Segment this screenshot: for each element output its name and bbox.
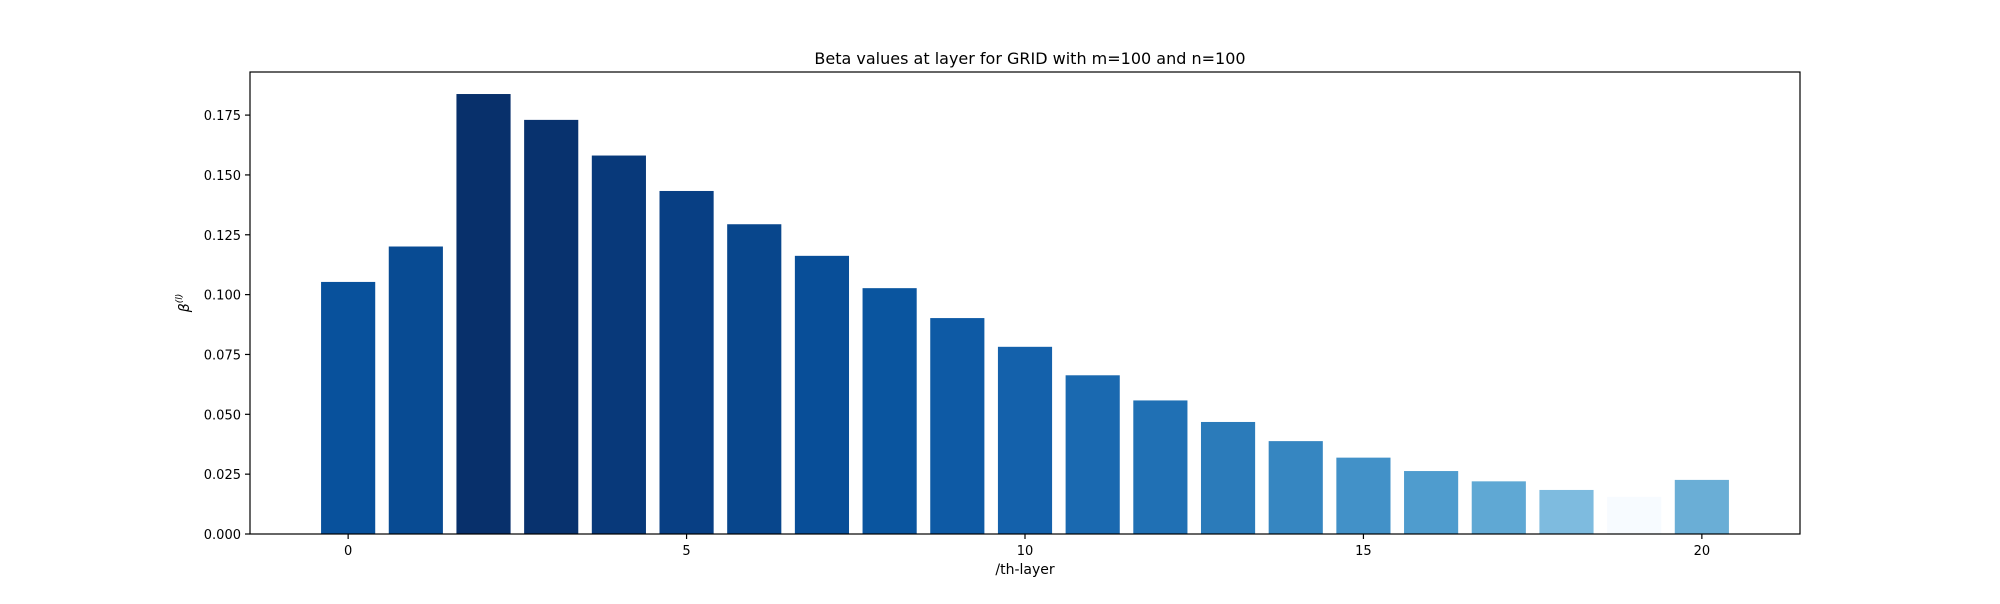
bar-layer-9	[930, 318, 985, 534]
x-tick-label: 0	[344, 544, 352, 559]
bar-layer-5	[659, 190, 714, 534]
y-tick-label: 0.150	[204, 169, 241, 184]
bar-layer-11	[1065, 375, 1120, 534]
bar-layer-10	[997, 346, 1053, 534]
y-tick-label: 0.075	[204, 348, 241, 363]
y-tick-label: 0.050	[204, 408, 241, 423]
bar-layer-4	[591, 155, 646, 535]
bar-layer-8	[862, 288, 917, 534]
y-axis-label-superscript: (l)	[175, 294, 185, 304]
bar-layer-3	[524, 119, 579, 534]
y-axis-label: β(l)	[175, 294, 193, 313]
bar-layer-16	[1404, 471, 1459, 534]
bar-layer-19	[1607, 496, 1662, 534]
x-tick-label: 20	[1694, 544, 1711, 559]
y-axis: 0.000 0.025 0.050 0.075 0.100 0.125 0.150 0.175	[204, 109, 250, 543]
bar-layer-20	[1674, 479, 1729, 534]
y-tick-label: 0.025	[204, 468, 241, 483]
y-tick-label: 0.125	[204, 229, 241, 244]
bar-layer-14	[1268, 441, 1323, 534]
y-tick-label: 0.000	[204, 528, 241, 543]
bar-layer-1	[388, 246, 443, 534]
y-tick-label: 0.100	[204, 289, 241, 304]
x-axis-label: /th-layer	[995, 562, 1054, 578]
bar-layer-2	[456, 94, 511, 535]
bar-layer-18	[1539, 489, 1594, 534]
bar-layer-6	[727, 224, 782, 535]
y-tick-label: 0.175	[204, 109, 241, 124]
x-tick-label: 10	[1017, 544, 1034, 559]
x-tick-label: 5	[682, 544, 690, 559]
bar-layer-12	[1133, 400, 1188, 534]
chart-title: Beta values at layer for GRID with m=100…	[814, 49, 1245, 68]
y-axis-label-symbol: β	[177, 303, 193, 313]
bar-layer-0	[321, 281, 376, 534]
bar-layer-7	[794, 255, 850, 534]
bar-layer-13	[1200, 421, 1256, 534]
svg-text:β(l): β(l)	[175, 294, 193, 313]
x-tick-label: 15	[1355, 544, 1372, 559]
x-axis: 0 5 10 15 20	[344, 534, 1710, 559]
bar-layer-17	[1471, 481, 1526, 534]
bars-layer	[321, 94, 1729, 535]
bar-layer-15	[1336, 457, 1391, 534]
